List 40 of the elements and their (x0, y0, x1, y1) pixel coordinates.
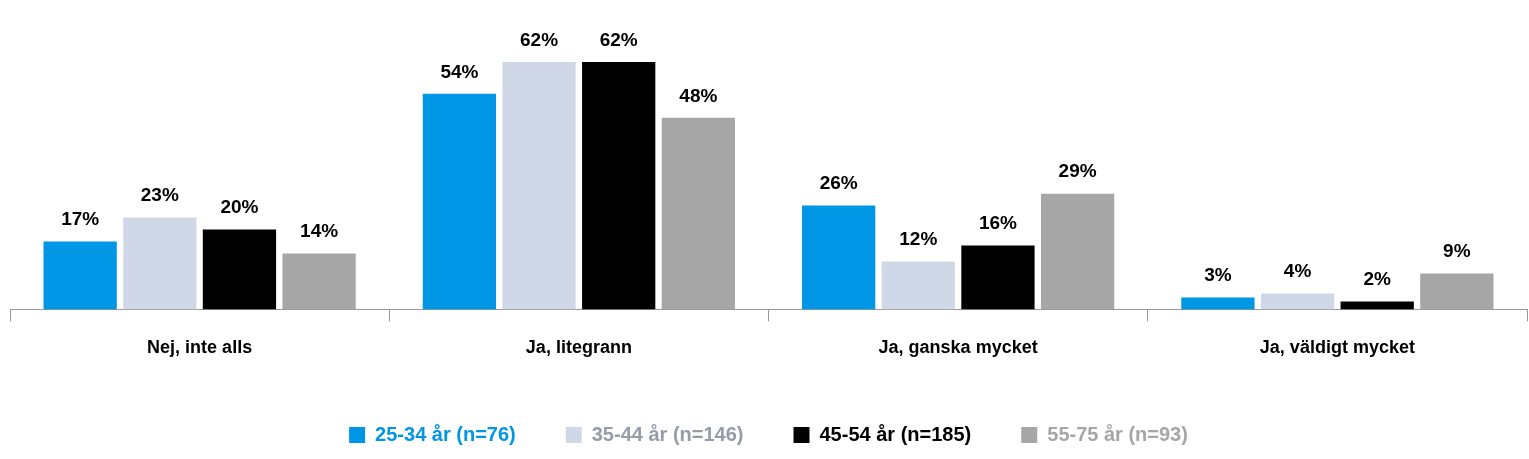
bar (881, 261, 955, 310)
bar (802, 205, 876, 310)
data-label: 17% (61, 208, 100, 230)
bar (1420, 273, 1494, 310)
data-label: 62% (599, 28, 638, 50)
bar (582, 61, 656, 310)
bar (661, 117, 735, 310)
data-label: 2% (1363, 268, 1392, 290)
x-tick-label: Ja, väldigt mycket (1259, 337, 1415, 358)
x-tick-label: Nej, inte alls (147, 337, 253, 358)
bar (961, 245, 1035, 310)
data-label: 54% (440, 60, 479, 82)
bar (502, 61, 576, 310)
data-label: 20% (220, 196, 259, 218)
data-label: 26% (819, 172, 858, 194)
bar (123, 217, 197, 310)
legend-label: 45-54 år (n=185) (819, 422, 972, 445)
data-label: 29% (1058, 160, 1097, 182)
bar (1181, 297, 1255, 310)
bar (1040, 193, 1115, 310)
legend-label: 35-44 år (n=146) (591, 422, 744, 445)
bar (43, 241, 117, 310)
data-label: 62% (520, 28, 559, 50)
legend-label: 25-34 år (n=76) (375, 422, 516, 445)
data-label: 4% (1283, 260, 1312, 282)
legend-label: 55-75 år (n=93) (1047, 422, 1188, 445)
data-label: 48% (679, 84, 718, 106)
bar (282, 253, 356, 310)
x-tick-label: Ja, ganska mycket (878, 337, 1038, 358)
data-label: 16% (978, 212, 1018, 234)
data-label: 3% (1204, 264, 1232, 286)
data-label: 9% (1443, 240, 1471, 262)
bar (422, 93, 497, 310)
bar (1340, 301, 1414, 310)
data-label: 12% (899, 228, 938, 250)
x-tick-label: Ja, litegrann (525, 337, 632, 358)
bar (1260, 293, 1335, 310)
data-label: 23% (140, 184, 179, 206)
bar (202, 229, 277, 310)
data-label: 14% (300, 220, 339, 242)
